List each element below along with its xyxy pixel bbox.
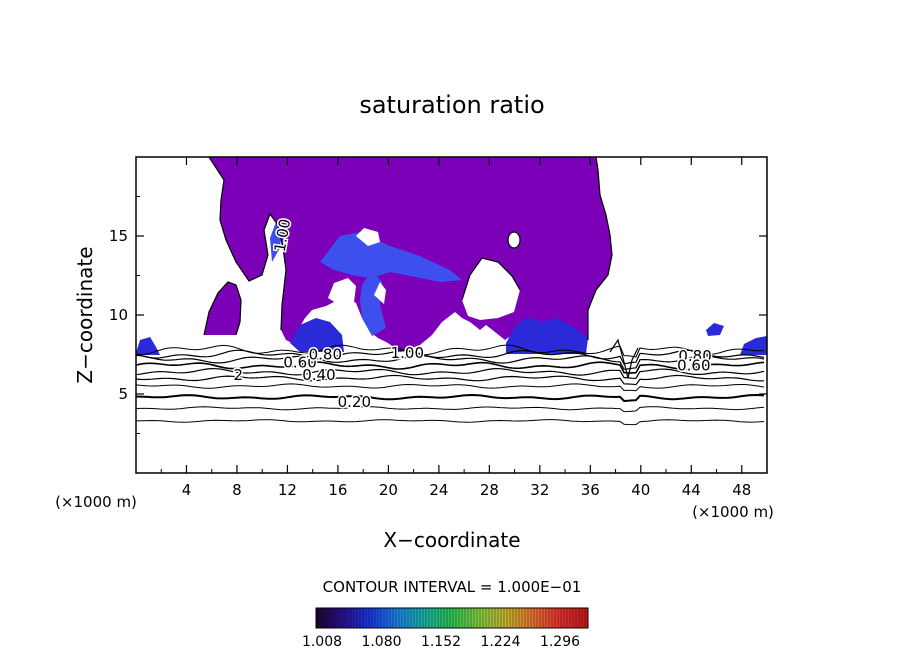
contour-label: 0.80 [309,346,342,364]
contour-line [136,374,765,386]
clear-pocket [374,282,386,304]
color-bar-stripes [317,609,586,627]
x-tick-label: 8 [232,481,242,499]
contour-interval-label: CONTOUR INTERVAL = 1.000E−01 [323,578,582,596]
contour-1.00-outline [203,157,613,340]
x-tick-label: 36 [581,481,600,499]
cloud-left-fill [204,282,241,335]
contour-line [136,419,765,426]
contour-label: 0.20 [338,393,371,411]
x-axis-ticks: 4 8 12 16 20 24 28 32 36 40 44 48 [160,157,751,499]
x-tick-label: 20 [379,481,398,499]
x-tick-label: 4 [182,481,192,499]
contour-dip [609,338,639,379]
cloud-interior-streak [320,232,462,282]
y-tick-label: 15 [109,227,128,245]
color-bar-tick-label: 1.008 [302,634,342,650]
cloud-edge-right-fill [740,336,767,355]
cloud-edge-left-fill [136,337,160,355]
contour-line [136,344,765,358]
x-unit-label-right: (×1000 m) [692,503,774,521]
x-unit-label-left: (×1000 m) [55,493,137,511]
color-bar-tick-label: 1.080 [361,634,401,650]
contour-line [136,393,765,403]
contour-label: 0.60 [283,353,316,371]
supersaturation-fill [136,157,767,355]
x-tick-label: 40 [631,481,650,499]
color-bar-tick-label: 1.152 [421,634,461,650]
y-axis-ticks: 5 10 15 [109,196,767,434]
contour-line [136,354,765,370]
contour-line [136,361,765,374]
stratified-contours [136,338,765,426]
x-axis-title: X−coordinate [383,528,520,552]
contour-labels: 0.200.400.600.80 1.001.000.800.602 [232,216,713,413]
contour-line [136,406,765,413]
plot-area [136,157,767,426]
cloud-base-band-fill [506,317,588,354]
x-tick-label: 24 [429,481,448,499]
contour-line [136,367,765,379]
color-bar: 1.008 1.080 1.152 1.224 1.296 [302,607,589,650]
clear-pocket [328,278,356,308]
y-tick-label: 10 [109,306,128,324]
x-tick-label: 16 [328,481,347,499]
cloud-small-right-fill [706,323,724,336]
contour-label: 0.60 [677,357,710,375]
color-bar-tick-labels: 1.008 1.080 1.152 1.224 1.296 [302,634,580,650]
y-axis-title: Z−coordinate [73,246,97,383]
contour-label: 0.80 [678,347,711,365]
contour-label: 1.00 [391,344,424,362]
color-bar-tick-label: 1.224 [480,634,520,650]
clear-pocket [356,228,380,246]
y-tick-label: 5 [118,385,128,403]
clear-pocket [462,258,520,320]
x-tick-label: 28 [480,481,499,499]
x-tick-label: 44 [682,481,701,499]
contour-label: 2 [233,366,243,384]
cloud-base-band-fill [290,318,344,352]
color-bar-gradient [315,607,589,629]
contour-line [136,349,765,365]
x-tick-label: 32 [530,481,549,499]
contour-label: 0.40 [302,366,335,384]
clear-pocket [508,232,520,248]
x-tick-label: 48 [732,481,751,499]
color-bar-tick-label: 1.296 [540,634,580,650]
x-tick-label: 12 [278,481,297,499]
chart-title: saturation ratio [359,91,544,119]
contour-line [136,383,765,392]
